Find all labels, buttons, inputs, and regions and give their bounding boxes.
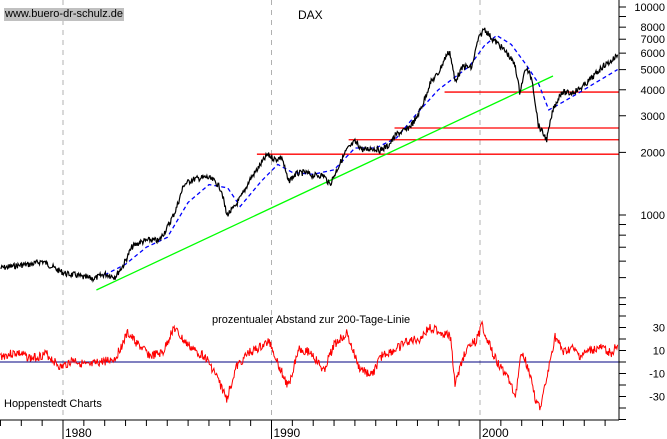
x-tick-label: 2000 — [482, 426, 509, 439]
osc-tick-label: 30 — [653, 323, 665, 335]
osc-tick-label: -10 — [649, 369, 665, 381]
moving-average-line — [104, 34, 618, 276]
moving-average-200-line — [104, 34, 618, 276]
osc-tick-label: -30 — [649, 392, 665, 404]
y-tick-label: 10000 — [634, 2, 665, 14]
y-tick-label: 3000 — [641, 111, 665, 123]
trend-line — [96, 75, 554, 291]
y-tick-label: 8000 — [641, 22, 665, 34]
trend-line-segment — [96, 75, 554, 291]
y-tick-label: 6000 — [641, 48, 665, 60]
y-tick-label: 5000 — [641, 65, 665, 77]
y-tick-label: 4000 — [641, 85, 665, 97]
chart-title: DAX — [298, 8, 323, 22]
oscillator-label: prozentualer Abstand zur 200-Tage-Linie — [212, 314, 411, 326]
price-line — [0, 27, 619, 283]
x-tick-label: 1990 — [274, 426, 301, 439]
osc-tick-label: 10 — [653, 346, 665, 358]
y-tick-label: 2000 — [641, 147, 665, 159]
resistance-lines — [256, 91, 619, 155]
source-label: Hoppenstedt Charts — [4, 398, 102, 410]
year-gridlines — [62, 0, 481, 420]
y-tick-label: 7000 — [641, 34, 665, 46]
y-tick-label: 1000 — [641, 210, 665, 222]
watermark-url: www.buero-dr-schulz.de — [4, 8, 124, 21]
price-series-line — [0, 27, 619, 283]
oscillator-series-line — [0, 320, 619, 411]
oscillator — [0, 320, 619, 411]
x-tick-label: 1980 — [65, 426, 92, 439]
